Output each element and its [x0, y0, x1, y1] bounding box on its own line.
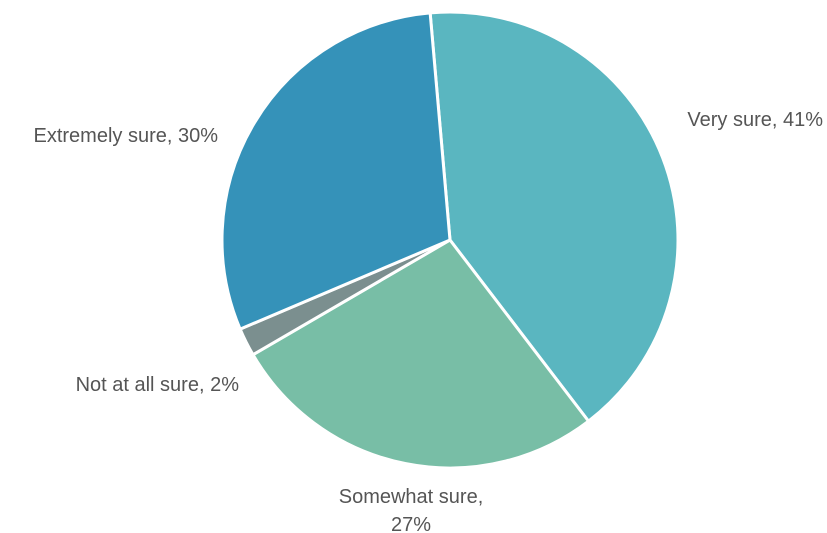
slice-label-line: Extremely sure, 30%: [33, 125, 218, 147]
pie-labels: Very sure, 41% Somewhat sure, 27% Not at al…: [33, 109, 823, 533]
pie-slice-extremely-sure: [220, 11, 452, 331]
slice-label-not-at-all-sure: Not at all sure, 2%: [76, 374, 240, 396]
slice-label-line: Very sure, 41%: [687, 109, 823, 131]
slice-label-very-sure: Very sure, 41%: [687, 109, 823, 131]
slice-label-line: 27%: [391, 514, 431, 533]
slice-label-line: Not at all sure, 2%: [76, 374, 240, 396]
slice-label-somewhat-sure: Somewhat sure, 27%: [339, 486, 484, 533]
slice-label-extremely-sure: Extremely sure, 30%: [33, 125, 218, 147]
pie-slices: [220, 10, 680, 470]
pie-slice-somewhat-sure: [251, 238, 590, 470]
pie-slice-very-sure: [428, 10, 680, 423]
slice-label-line: Somewhat sure,: [339, 486, 484, 508]
